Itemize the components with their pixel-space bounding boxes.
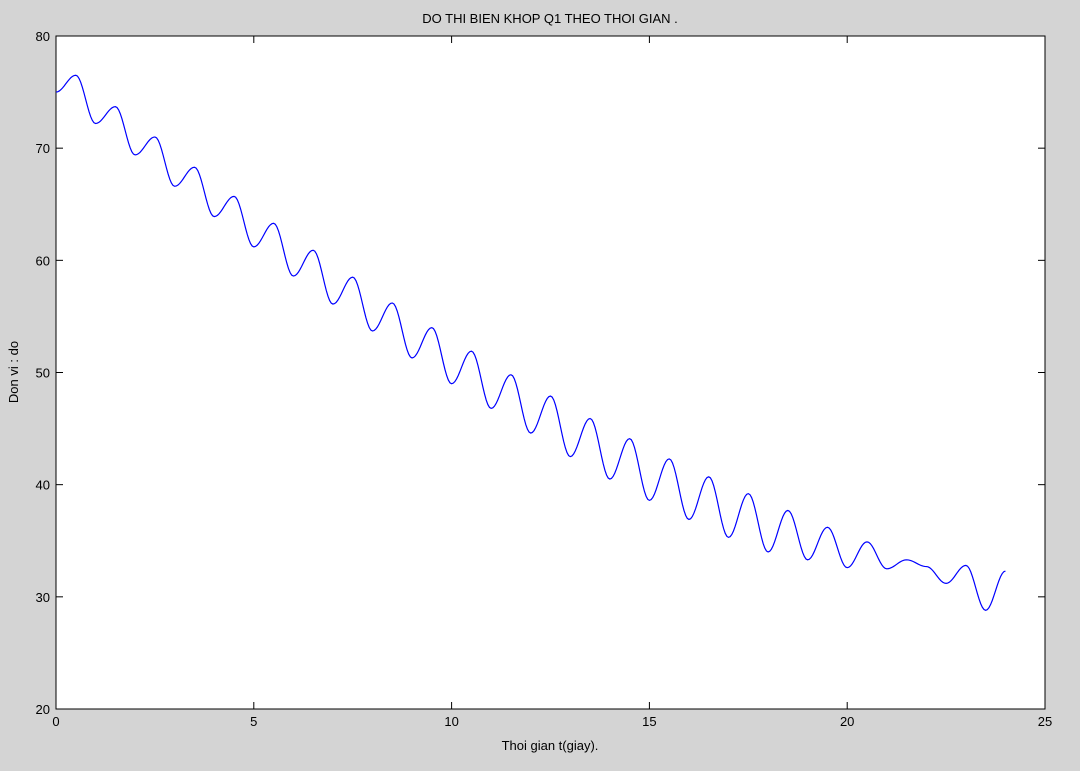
x-tick-label: 10 [444,714,458,729]
x-axis-label: Thoi gian t(giay). [502,738,599,753]
chart-title: DO THI BIEN KHOP Q1 THEO THOI GIAN . [422,11,677,26]
series-layer [55,74,1006,611]
y-tick-label: 50 [36,366,50,381]
x-tick-label: 15 [642,714,656,729]
y-tick-label: 40 [36,478,50,493]
y-tick-label: 30 [36,590,50,605]
y-axis-label: Don vi : do [6,341,21,403]
y-tick-label: 60 [36,253,50,268]
x-tick-label: 20 [840,714,854,729]
x-tick-label: 0 [52,714,59,729]
x-tick-label: 25 [1038,714,1052,729]
y-tick-label: 70 [36,141,50,156]
x-tick-label: 5 [250,714,257,729]
series-line [55,74,1006,611]
y-tick-label: 20 [36,702,50,717]
plot-area [55,35,1046,710]
y-tick-label: 80 [36,29,50,44]
axis-ticks: 0 5 10 15 20 25 20 30 40 50 60 70 80 [36,29,1053,729]
